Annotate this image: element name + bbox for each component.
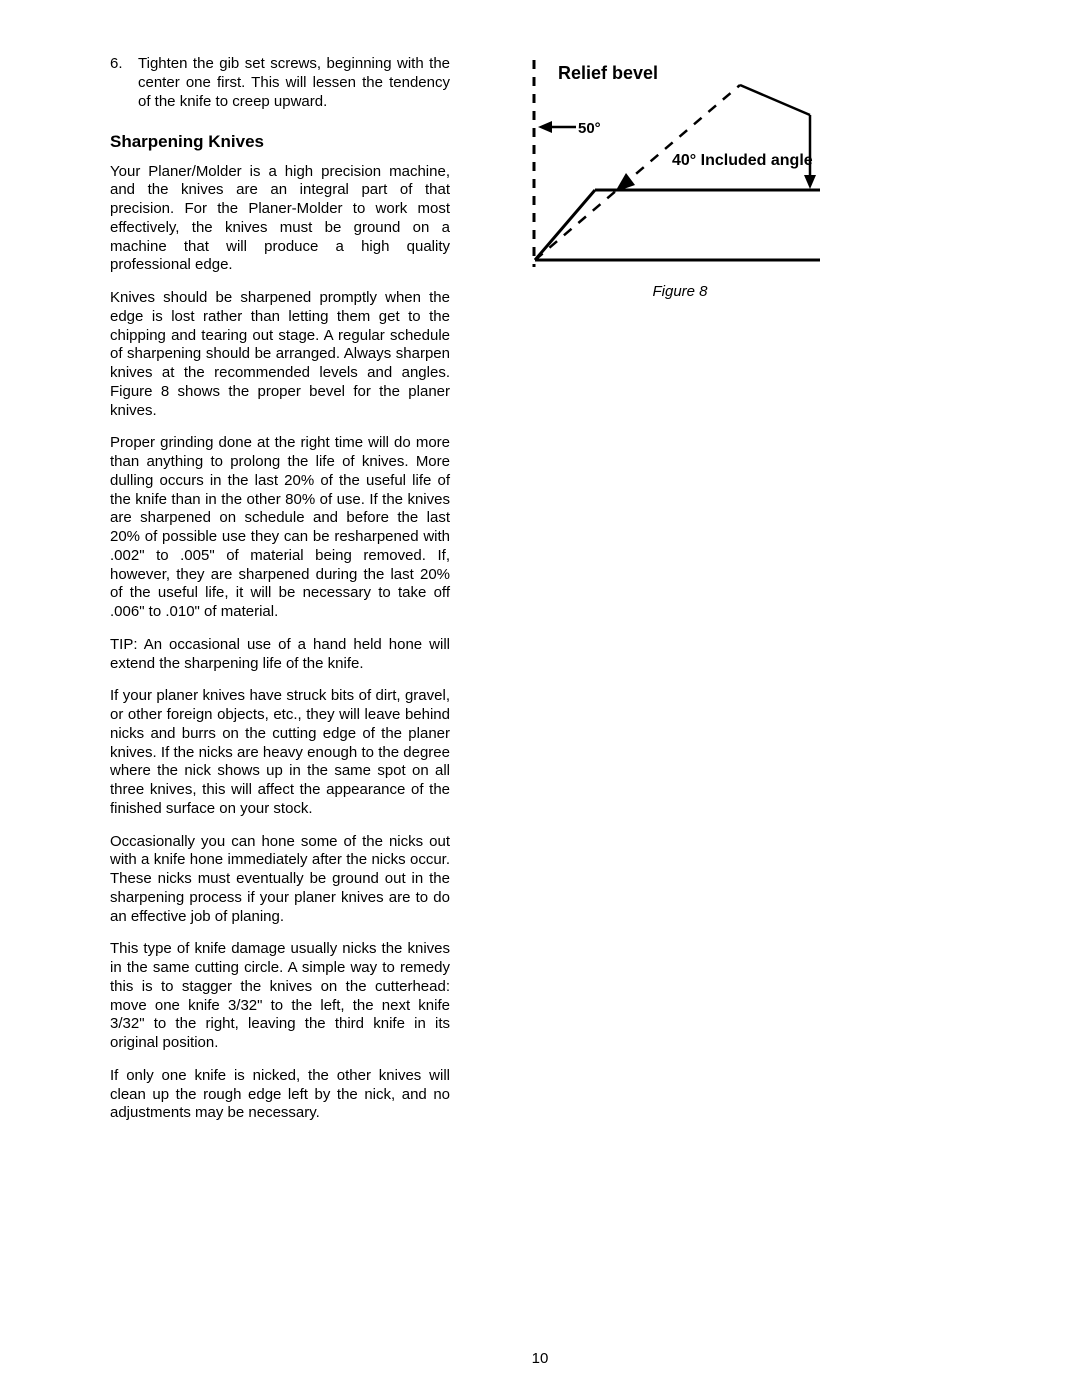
paragraph: If only one knife is nicked, the other k… xyxy=(110,1067,450,1123)
bevel-diagram: Relief bevel 50° 40° Included angle xyxy=(520,55,840,270)
list-item-number: 6. xyxy=(110,55,138,111)
paragraph: If your planer knives have struck bits o… xyxy=(110,687,450,818)
fifty-deg-arrowhead xyxy=(538,121,552,133)
figure-caption: Figure 8 xyxy=(520,283,840,300)
label-relief-bevel: Relief bevel xyxy=(558,63,658,83)
knife-bevel-edge xyxy=(535,190,595,260)
paragraph: TIP: An occasional use of a hand held ho… xyxy=(110,636,450,674)
figure-8: Relief bevel 50° 40° Included angle xyxy=(520,55,840,275)
paragraph: This type of knife damage usually nicks … xyxy=(110,940,450,1053)
label-50deg: 50° xyxy=(578,120,601,137)
section-heading: Sharpening Knives xyxy=(110,131,450,152)
relief-bevel-line xyxy=(535,85,740,260)
right-column: Relief bevel 50° 40° Included angle Figu… xyxy=(510,55,970,1397)
label-included-angle: 40° Included angle xyxy=(672,152,813,169)
page: 6. Tighten the gib set screws, beginning… xyxy=(0,0,1080,1397)
list-item-text: Tighten the gib set screws, beginning wi… xyxy=(138,55,450,111)
page-number: 10 xyxy=(0,1350,1080,1367)
paragraph: Proper grinding done at the right time w… xyxy=(110,434,450,622)
included-angle-arrowhead xyxy=(804,175,816,189)
paragraph: Your Planer/Molder is a high precision m… xyxy=(110,163,450,276)
left-column: 6. Tighten the gib set screws, beginning… xyxy=(110,55,450,1397)
numbered-list: 6. Tighten the gib set screws, beginning… xyxy=(110,55,450,111)
included-angle-connector xyxy=(740,85,810,115)
paragraph: Knives should be sharpened promptly when… xyxy=(110,289,450,420)
list-item-6: 6. Tighten the gib set screws, beginning… xyxy=(110,55,450,111)
paragraph: Occasionally you can hone some of the ni… xyxy=(110,833,450,927)
